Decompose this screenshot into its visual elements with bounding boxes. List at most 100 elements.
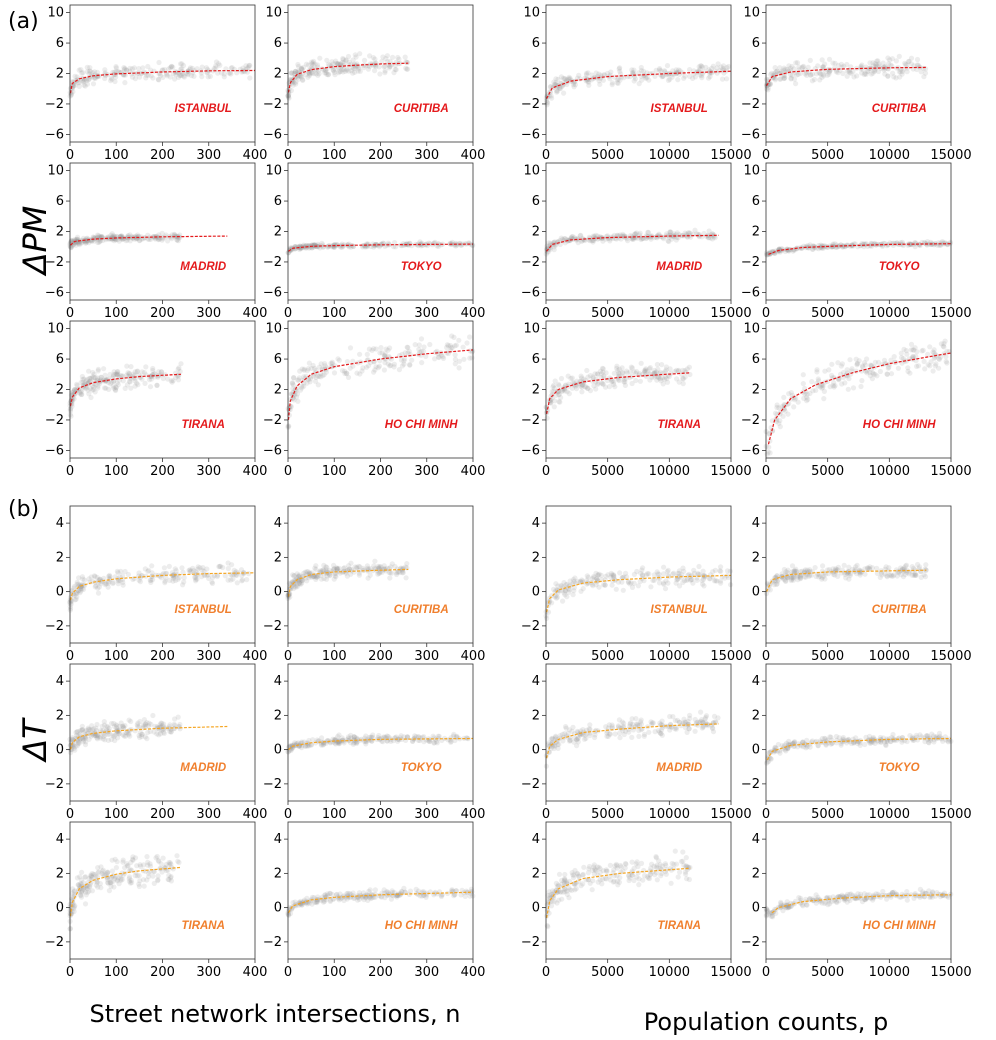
- scatter-point: [793, 566, 799, 572]
- scatter-point: [440, 355, 447, 361]
- x-tick-label: 300: [196, 649, 221, 664]
- x-tick-label: 10000: [869, 306, 910, 321]
- scatter-point: [372, 243, 378, 249]
- scatter-point: [78, 240, 84, 246]
- scatter-point: [336, 69, 342, 75]
- scatter-point: [239, 572, 245, 579]
- scatter-point: [687, 232, 693, 239]
- scatter-point: [310, 362, 316, 369]
- scatter-point: [604, 70, 611, 77]
- scatter-point: [342, 68, 348, 74]
- scatter-point: [289, 70, 295, 76]
- scatter-point: [435, 733, 441, 739]
- scatter-point: [724, 65, 730, 71]
- city-label: CURITIBA: [394, 604, 449, 616]
- scatter-point: [830, 60, 836, 66]
- scatter-point: [399, 363, 405, 369]
- x-tick-label: 400: [461, 807, 486, 822]
- scatter-point: [603, 573, 609, 579]
- scatter-point: [554, 89, 560, 95]
- scatter-point: [158, 720, 164, 726]
- scatter-point: [567, 76, 573, 82]
- y-tick-label: −2: [263, 255, 282, 270]
- scatter-point: [166, 563, 172, 570]
- scatter-point: [841, 562, 847, 568]
- scatter-point: [198, 70, 204, 76]
- scatter-point: [718, 64, 724, 70]
- scatter-point: [90, 70, 96, 76]
- scatter-point: [178, 61, 184, 67]
- x-tick-label: 15000: [710, 306, 751, 321]
- scatter-point: [419, 360, 425, 366]
- scatter-point: [150, 712, 156, 719]
- scatter-point: [175, 576, 181, 582]
- scatter-point: [611, 232, 617, 238]
- scatter-point: [706, 234, 712, 241]
- scatter-point: [636, 70, 642, 76]
- scatter-point: [378, 345, 384, 351]
- scatter-point: [356, 66, 362, 72]
- scatter-point: [922, 70, 929, 76]
- scatter-point: [585, 574, 591, 580]
- scatter-point: [709, 65, 715, 71]
- scatter-point: [562, 236, 568, 242]
- scatter-point: [178, 72, 185, 79]
- scatter-point: [844, 73, 850, 79]
- scatter-point: [106, 235, 112, 241]
- scatter-point: [637, 578, 643, 585]
- scatter-point: [859, 62, 865, 68]
- scatter-point: [350, 70, 356, 76]
- scatter-point: [141, 235, 148, 241]
- scatter-point: [296, 63, 302, 70]
- scatter-point: [311, 71, 317, 77]
- scatter-point: [575, 739, 581, 745]
- scatter-point: [382, 68, 388, 74]
- scatter-point: [862, 741, 868, 748]
- x-tick-label: 100: [322, 306, 347, 321]
- x-tick-label: 0: [762, 148, 770, 163]
- scatter-point: [835, 62, 841, 68]
- scatter-point: [397, 60, 403, 66]
- scatter-point: [763, 76, 770, 83]
- scatter-point: [127, 68, 133, 74]
- scatter-point: [334, 242, 340, 248]
- scatter-point: [342, 368, 348, 374]
- scatter-point: [298, 244, 304, 250]
- scatter-point: [348, 244, 354, 250]
- scatter-point: [155, 234, 161, 240]
- scatter-point: [547, 246, 553, 253]
- scatter-point: [371, 369, 377, 375]
- scatter-point: [662, 368, 668, 375]
- scatter-point: [113, 384, 119, 390]
- scatter-point: [171, 726, 177, 732]
- scatter-point: [181, 74, 187, 80]
- scatter-point: [571, 84, 577, 90]
- scatter-point: [148, 67, 154, 73]
- scatter-point: [664, 379, 671, 385]
- scatter-point: [75, 80, 81, 86]
- scatter-point: [91, 236, 97, 242]
- scatter-point: [772, 77, 779, 83]
- scatter-point: [452, 352, 458, 358]
- scatter-point: [348, 560, 354, 566]
- scatter-point: [914, 56, 921, 63]
- scatter-point: [794, 72, 800, 78]
- scatter-point: [303, 72, 309, 78]
- scatter-point: [329, 59, 335, 65]
- scatter-point: [840, 70, 846, 77]
- scatter-point: [82, 240, 89, 246]
- scatter-point: [614, 77, 621, 83]
- scatter-point: [240, 67, 247, 74]
- scatter-point: [616, 66, 622, 72]
- scatter-point: [765, 78, 771, 84]
- y-tick-label: 0: [532, 585, 540, 600]
- scatter-point: [573, 386, 580, 392]
- x-tick-label: 300: [414, 807, 439, 822]
- city-label: MADRID: [180, 762, 226, 774]
- scatter-point: [674, 70, 680, 76]
- scatter-point: [699, 725, 705, 731]
- x-tick-label: 200: [150, 649, 175, 664]
